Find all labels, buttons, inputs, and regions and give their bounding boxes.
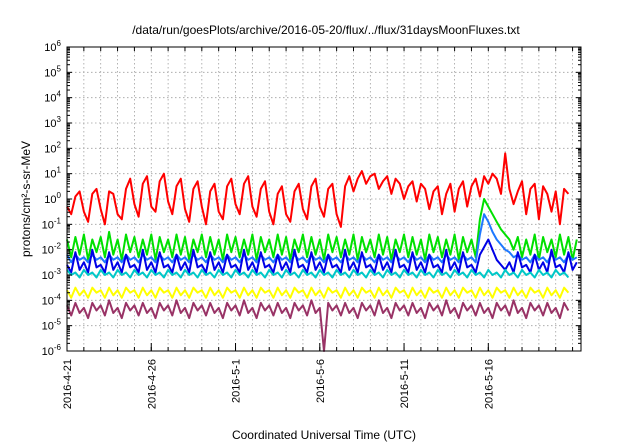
x-tick-label: 2016-5-16 [483, 359, 495, 409]
y-tick-label: 10-4 [42, 292, 62, 307]
chart-title: /data/run/goesPlots/archive/2016-05-20/f… [132, 23, 520, 37]
y-tick-label: 10-1 [42, 216, 62, 231]
x-tick-label: 2016-4-21 [62, 359, 74, 409]
y-tick-label: 104 [44, 90, 61, 105]
y-tick-label: 102 [44, 140, 61, 155]
series-line-5 [66, 268, 570, 279]
series-line-6 [66, 286, 570, 299]
y-tick-label: 106 [44, 39, 61, 54]
series-line-1 [66, 152, 570, 228]
y-tick-label: 105 [44, 64, 61, 79]
series-line-2 [66, 198, 578, 261]
x-tick-label: 2016-5-6 [315, 359, 327, 403]
axes: 10-6 10-5 10-4 10-3 10-2 10-1 100 101 102 103 104 1… [42, 39, 581, 409]
series-layer [66, 152, 578, 352]
y-tick-label: 100 [44, 191, 61, 206]
y-tick-label: 10-6 [42, 343, 62, 358]
y-tick-label: 10-5 [42, 318, 62, 333]
y-axis-title: protons/cm²-s-sr-MeV [19, 141, 33, 257]
x-axis-title: Coordinated Universal Time (UTC) [232, 428, 416, 442]
x-tick-label: 2016-5-11 [399, 359, 411, 408]
y-tick-label: 10-2 [42, 242, 62, 257]
x-tick-label: 2016-4-26 [146, 359, 158, 409]
series-line-4 [66, 238, 578, 274]
series-line-7 [66, 299, 570, 352]
y-tick-label: 10-3 [42, 267, 62, 282]
series-line-3 [66, 213, 578, 264]
x-tick-label: 2016-5-1 [231, 359, 243, 403]
y-tick-label: 101 [44, 166, 61, 181]
y-tick-label: 103 [44, 115, 61, 130]
